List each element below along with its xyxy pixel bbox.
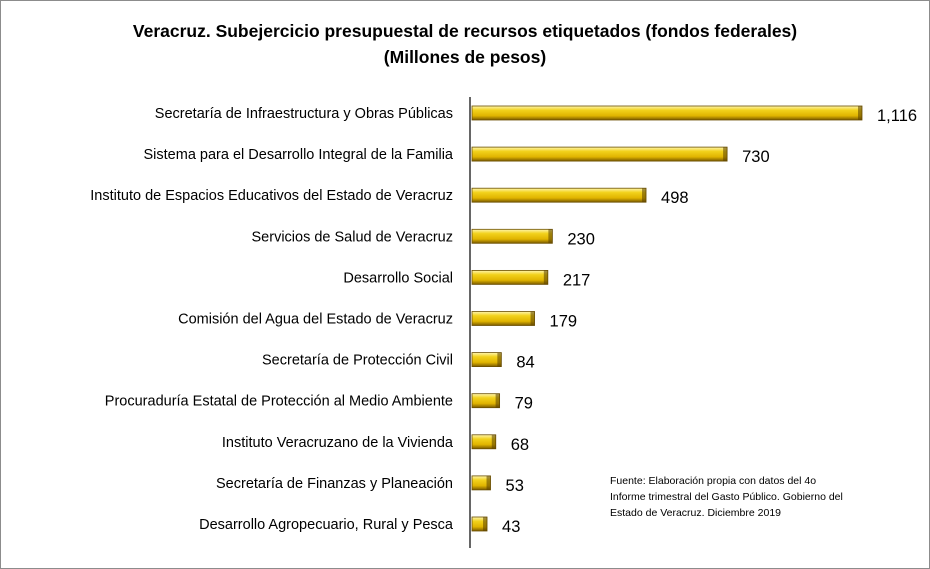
data-label: 230	[567, 230, 595, 248]
bar-end-bevel	[483, 517, 488, 531]
category-label: Secretaría de Infraestructura y Obras Pú…	[155, 106, 453, 122]
value-labels: 1,116 730 498 230 217 179 84 79 68 53 43	[502, 107, 917, 536]
category-label: Comisión del Agua del Estado de Veracruz	[178, 312, 453, 328]
bar-end-bevel	[548, 229, 553, 244]
bar	[471, 393, 501, 409]
category-label: Desarrollo Agropecuario, Rural y Pesca	[199, 517, 454, 533]
chart-title-block: Veracruz. Subejercicio presupuestal de r…	[0, 18, 930, 70]
data-label: 498	[661, 189, 689, 207]
data-label: 179	[550, 313, 578, 331]
category-label: Instituto de Espacios Educativos del Est…	[90, 188, 453, 204]
chart-title: Veracruz. Subejercicio presupuestal de r…	[132, 21, 798, 41]
data-label: 79	[515, 395, 533, 413]
bar	[471, 269, 549, 285]
chart-subtitle: (Millones de pesos)	[383, 47, 547, 67]
bar-end-bevel	[491, 434, 496, 449]
data-label: 217	[563, 271, 591, 289]
bar-group	[471, 105, 863, 532]
bar-end-bevel	[495, 393, 500, 408]
category-labels: Secretaría de Infraestructura y Obras Pú…	[90, 106, 454, 533]
bar-end-bevel	[543, 270, 548, 285]
category-label: Sistema para el Desarrollo Integral de l…	[144, 147, 454, 163]
category-label: Procuraduría Estatal de Protección al Me…	[105, 394, 453, 410]
data-label: 1,116	[877, 107, 917, 125]
source-line: Fuente: Elaboración propia con datos del…	[610, 475, 817, 487]
bar-end-bevel	[530, 311, 535, 326]
bar	[471, 105, 863, 121]
source-line: Informe trimestral del Gasto Público. Go…	[610, 491, 843, 503]
category-label: Instituto Veracruzano de la Vivienda	[222, 435, 454, 451]
source-note: Fuente: Elaboración propia con datos del…	[610, 473, 885, 521]
data-label: 730	[742, 148, 770, 166]
bar	[471, 187, 647, 203]
category-label: Secretaría de Finanzas y Planeación	[216, 476, 453, 492]
bar	[471, 146, 728, 162]
source-line: Estado de Veracruz. Diciembre 2019	[610, 507, 782, 519]
data-label: 68	[511, 436, 529, 454]
category-label: Servicios de Salud de Veracruz	[252, 229, 454, 245]
data-label: 43	[502, 518, 520, 536]
bar	[471, 352, 502, 368]
data-label: 53	[506, 477, 524, 495]
bar-end-bevel	[486, 475, 491, 490]
category-label: Secretaría de Protección Civil	[262, 353, 453, 369]
bar-end-bevel	[723, 147, 728, 162]
bar-end-bevel	[642, 188, 647, 203]
bar-end-bevel	[858, 106, 862, 120]
bar-end-bevel	[497, 352, 502, 367]
data-label: 84	[516, 354, 534, 372]
bar	[471, 228, 553, 244]
bar	[471, 311, 535, 326]
category-label: Desarrollo Social	[343, 270, 453, 286]
